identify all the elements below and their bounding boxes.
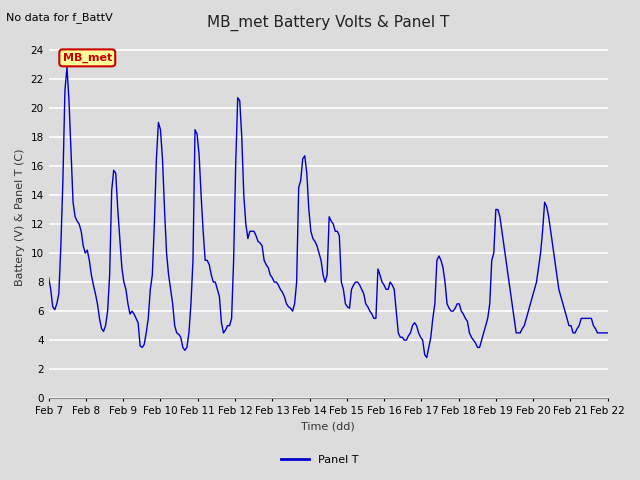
Title: MB_met Battery Volts & Panel T: MB_met Battery Volts & Panel T xyxy=(207,15,449,31)
Legend: Panel T: Panel T xyxy=(277,451,363,469)
Y-axis label: Battery (V) & Panel T (C): Battery (V) & Panel T (C) xyxy=(15,148,25,286)
Text: MB_met: MB_met xyxy=(63,53,112,63)
Text: No data for f_BattV: No data for f_BattV xyxy=(6,12,113,23)
X-axis label: Time (dd): Time (dd) xyxy=(301,421,355,432)
